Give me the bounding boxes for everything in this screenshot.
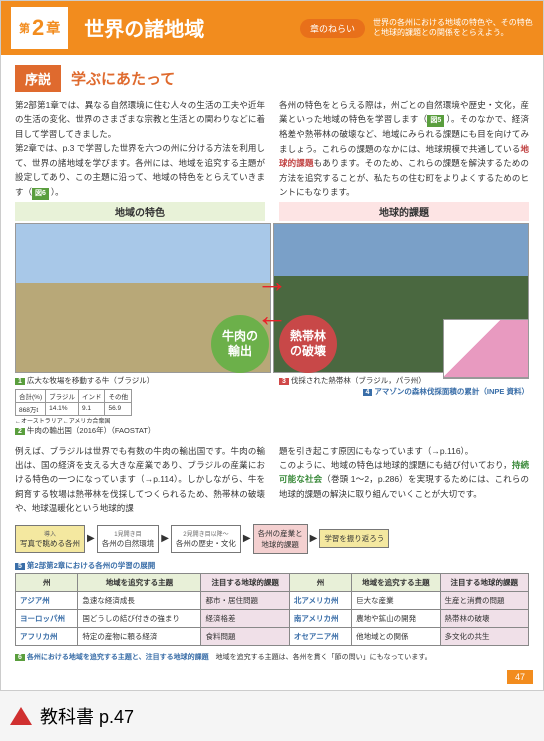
photo-row: → ← (1, 223, 543, 373)
caption-2: 牛肉の輸出国（2016年）（FAOSTAT） (27, 426, 156, 435)
arrow-right-icon: → (256, 273, 288, 289)
col-right: 各州の特色をとらえる際は，州ごとの自然環境や歴史・文化，産業といった地域の特色を… (279, 98, 529, 200)
region-label: 地域の特色 (15, 202, 265, 221)
badge-4: 4 (363, 389, 373, 396)
aim-label: 章のねらい (300, 19, 365, 38)
below-caption: 教科書 p.47 (0, 691, 544, 741)
chapter-number-box: 第 2 章 (9, 5, 70, 51)
arrow-left-icon: ← (256, 307, 288, 323)
chart-area (444, 320, 528, 378)
chart-box (443, 319, 529, 379)
textbook-page: 第 2 章 世界の諸地域 章のねらい 世界の各州における地域の特色や、その特色と… (1, 1, 543, 690)
flow-arrow-icon: ▶ (310, 533, 318, 544)
caption-row: 1広大な牧場を移動する牛（ブラジル） 合計(%)ブラジルインドその他 868万t… (1, 373, 543, 438)
body-columns-2: 例えば、ブラジルは世界でも有数の牛肉の輸出国です。牛肉の輸出は、国の経済を支える… (1, 438, 543, 520)
paragraph-3: 各州の特色をとらえる際は，州ごとの自然環境や歴史・文化，産業といった地域の特色を… (279, 98, 529, 200)
col-left: 第2部第1章では、異なる自然環境に住む人々の生活の工夫や近年の生活の変化、世界の… (15, 98, 265, 200)
intro-bar: 序説 学ぶにあたって (15, 65, 529, 92)
chapter-number: 2 (32, 15, 44, 41)
page-number-box: 47 (1, 668, 543, 690)
photo-labels: 地域の特色 地球的課題 (1, 200, 543, 223)
paragraph-2: 第2章では、p.3 で学習した世界を六つの州に分ける方法を利用して、世界の諸地域… (15, 141, 265, 199)
flow-box-3: 2見開き目以降〜各州の歴史・文化 (171, 525, 241, 553)
below-text: 教科書 p.47 (40, 703, 134, 729)
caption-1: 広大な牧場を移動する牛（ブラジル） (27, 376, 154, 385)
export-mini-table: 合計(%)ブラジルインドその他 868万t14.1%9.156.9 (15, 389, 132, 416)
col2-left: 例えば、ブラジルは世界でも有数の牛肉の輸出国です。牛肉の輸出は、国の経済を支える… (15, 444, 265, 516)
caption-4: アマゾンの森林伐採面積の累計（INPE 資料） (374, 387, 529, 396)
flow-diagram: 導入写真で眺める各州 ▶ 1見開き目各州の自然環境 ▶ 2見開き目以降〜各州の歴… (1, 520, 543, 558)
th-theme: 地域を追究する主題 (78, 573, 201, 591)
th-region: 州 (16, 573, 78, 591)
th-issue: 注目する地球的課題 (201, 573, 289, 591)
flow-box-4: 各州の産業と 地球的課題 (253, 524, 308, 554)
caption-left: 1広大な牧場を移動する牛（ブラジル） 合計(%)ブラジルインドその他 868万t… (15, 375, 265, 436)
badge-1: 1 (15, 378, 25, 385)
body-columns-1: 第2部第1章では、異なる自然環境に住む人々の生活の工夫や近年の生活の変化、世界の… (1, 98, 543, 200)
paragraph-1: 第2部第1章では、異なる自然環境に住む人々の生活の工夫や近年の生活の変化、世界の… (15, 98, 265, 141)
chapter-aim-box: 章のねらい 世界の各州における地域の特色や、その特色と地球的課題との関係をとらえ… (290, 1, 543, 55)
chapter-title: 世界の諸地域 (70, 1, 290, 55)
page-wrapper: 第 2 章 世界の諸地域 章のねらい 世界の各州における地域の特色や、その特色と… (0, 0, 544, 691)
intro-subtitle: 学ぶにあたって (71, 68, 175, 89)
mini-table-note: ←オーストラリア←アメリカ合衆国 (15, 416, 265, 425)
regions-table-wrap: 州 地域を追究する主題 注目する地球的課題 州 地域を追究する主題 注目する地球… (1, 573, 543, 650)
global-label: 地球的課題 (279, 202, 529, 221)
th-theme2: 地域を追究する主題 (352, 573, 440, 591)
flow-box-1: 導入写真で眺める各州 (15, 525, 85, 553)
th-region2: 州 (289, 573, 351, 591)
caption-right: 3伐採された熱帯林（ブラジル，パラ州） 4アマゾンの森林伐採面積の累計（INPE… (279, 375, 529, 436)
chapter-prefix: 第 (19, 20, 30, 36)
badge-2: 2 (15, 428, 25, 435)
regions-table: 州 地域を追究する主題 注目する地球的課題 州 地域を追究する主題 注目する地球… (15, 573, 529, 646)
photo-cattle (15, 223, 271, 373)
th-issue2: 注目する地球的課題 (440, 573, 528, 591)
flow-arrow-icon: ▶ (243, 533, 251, 544)
caption-3: 伐採された熱帯林（ブラジル，パラ州） (291, 376, 426, 385)
col2-right: 題を引き起こす原因にもなっています（→p.116）。 このように、地域の特色は地… (279, 444, 529, 516)
page-number: 47 (507, 670, 533, 684)
intro-tab: 序説 (15, 65, 61, 92)
flow-box-5: 学習を振り返ろう (319, 529, 389, 548)
photo-left-box (15, 223, 271, 373)
table-caption: 5第2部第2章における各州の学習の展開 (1, 558, 543, 573)
aim-text: 世界の各州における地域の特色や、その特色と地球的課題との関係をとらえよう。 (373, 18, 533, 39)
bidirectional-arrows-icon: → ← (256, 273, 288, 323)
flow-arrow-icon: ▶ (87, 533, 95, 544)
badge-3: 3 (279, 378, 289, 385)
triangle-marker-icon (10, 707, 32, 725)
footer-note: 6各州における地域を追究する主題と、注目する地球的課題 地域を追究する主題は、各… (1, 650, 543, 668)
flow-arrow-icon: ▶ (161, 533, 169, 544)
flow-box-2: 1見開き目各州の自然環境 (97, 525, 160, 553)
chapter-suffix: 章 (46, 18, 60, 38)
chapter-header: 第 2 章 世界の諸地域 章のねらい 世界の各州における地域の特色や、その特色と… (1, 1, 543, 55)
